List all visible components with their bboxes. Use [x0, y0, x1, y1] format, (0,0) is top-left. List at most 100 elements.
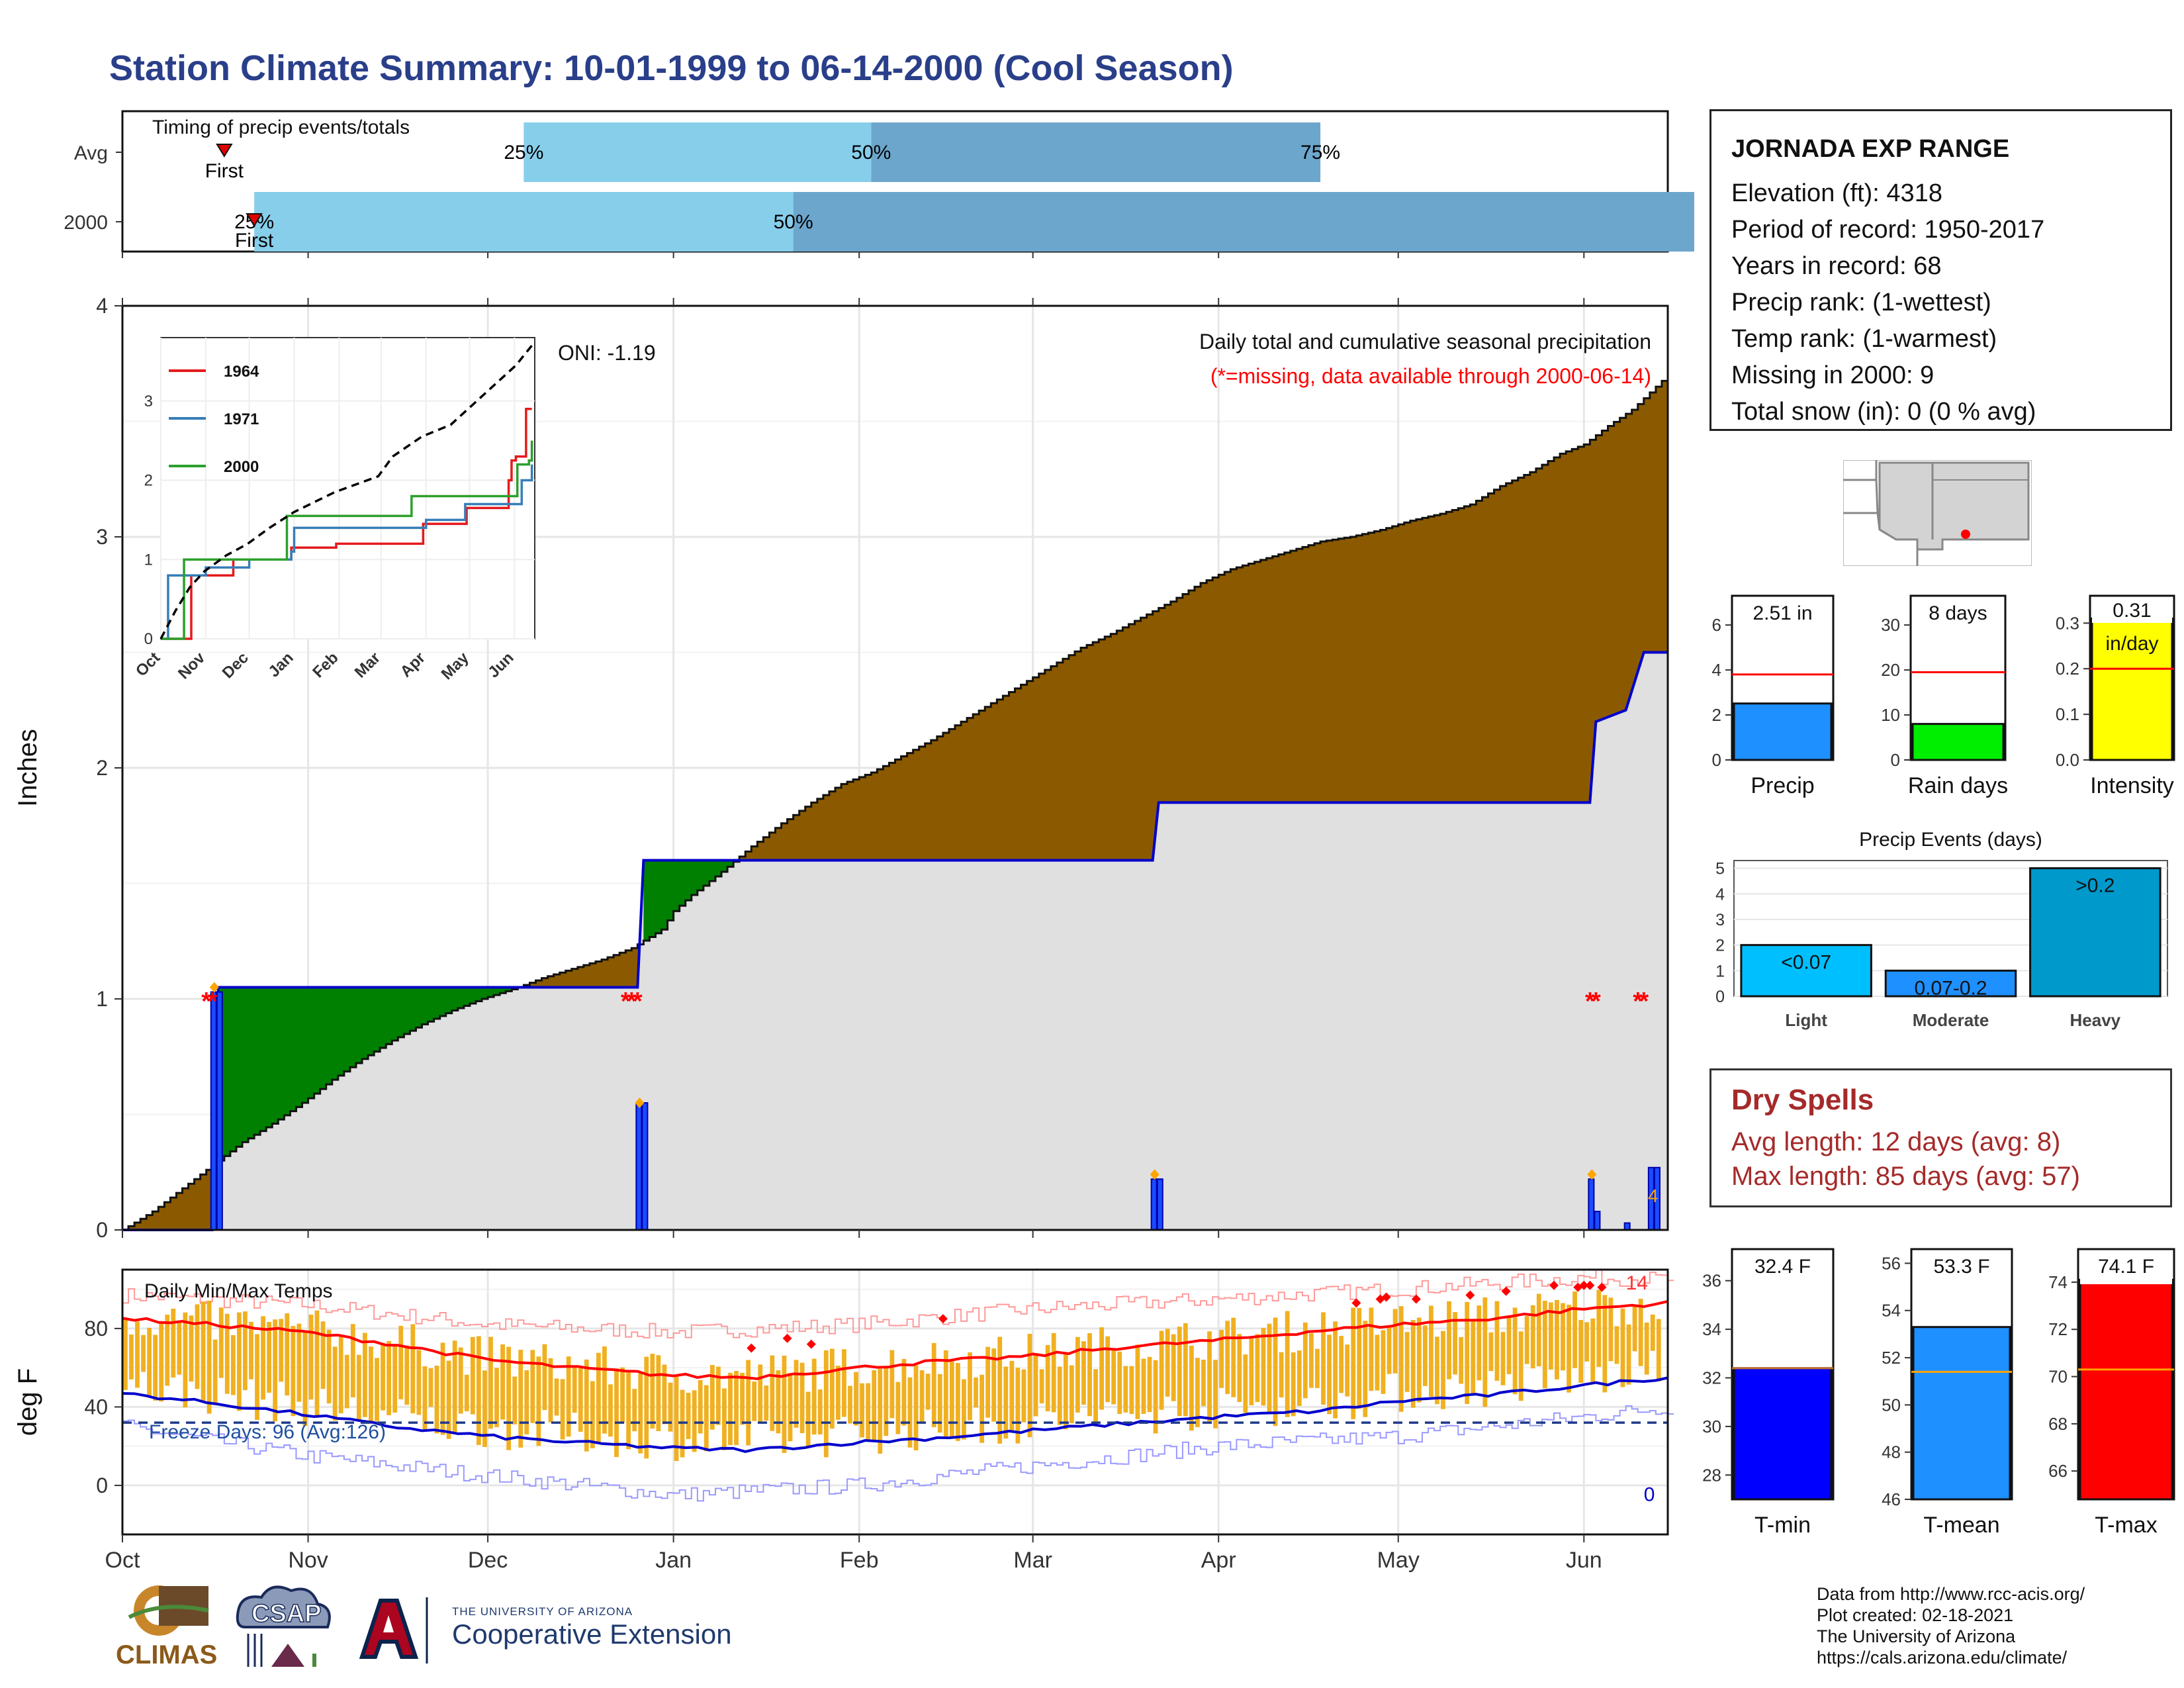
daily-temp-bar — [985, 1346, 991, 1418]
temp-chart: Freeze Days: 96 (Avg:126) 14 0 Daily Min/Ma… — [13, 1268, 1674, 1573]
events-bar — [1884, 969, 2017, 998]
logos: CLIMAS CSAP — [116, 1585, 428, 1669]
inset-x-tick-label: Apr — [397, 649, 429, 680]
intensity-gauge: 0.0 0.1 0.2 0.3 0.31 in/day Intensity — [2056, 594, 2175, 798]
daily-temp-bar — [1231, 1317, 1236, 1397]
precip-gauge-y-tick-label: 6 — [1712, 615, 1721, 635]
tmean-gauge-y-tick-label: 56 — [1882, 1253, 1901, 1273]
daily-temp-bar — [1285, 1311, 1290, 1417]
station-info-box: JORNADA EXP RANGE Elevation (ft): 4318 P… — [1709, 109, 2172, 431]
freeze-days-label: Freeze Days: 96 (Avg:126) — [149, 1421, 386, 1443]
tmax-gauge-label-bg — [2080, 1251, 2172, 1284]
tmin-gauge-y-tick-label: 32 — [1702, 1368, 1721, 1388]
raindays-gauge-label-bg — [1913, 598, 2003, 631]
raindays-gauge-y-tick-label: 0 — [1891, 750, 1900, 770]
record-high-marker — [1585, 1280, 1595, 1290]
daily-temp-bar — [129, 1335, 134, 1380]
daily-temp-bar — [1578, 1320, 1584, 1383]
tmin-gauge: 28 30 32 34 36 32.4 F T-min — [1702, 1248, 1835, 1538]
daily-temp-bar — [1255, 1334, 1260, 1402]
missing-marker: * — [201, 988, 211, 1015]
daily-precip-bar — [1156, 1178, 1163, 1231]
raindays-gauge-value-label: 8 days — [1929, 602, 1987, 624]
daily-temp-bar — [1602, 1295, 1608, 1393]
missing-marker: * — [621, 988, 631, 1015]
timing-marker — [246, 213, 263, 227]
daily-temp-bar — [249, 1321, 253, 1380]
avg-cumulative-line — [122, 375, 1669, 1231]
daily-temp-bar — [1482, 1297, 1488, 1407]
precip-chart-subtitle: (*=missing, data available through 2000-… — [1210, 364, 1651, 388]
event-diamond — [1587, 1169, 1597, 1180]
timing-q50-label: 50% — [774, 211, 813, 233]
events-bar-label: 0.07-0.2 — [1914, 977, 1987, 999]
precip-counter: 4 — [1648, 1186, 1659, 1206]
daily-temp-bar — [1099, 1327, 1105, 1410]
station-snow: Total snow (in): 0 (0 % avg) — [1731, 398, 2036, 426]
temp-x-tick-label: Mar — [1013, 1548, 1052, 1573]
ua-extension-text: THE UNIVERSITY OF ARIZONA Cooperative Ex… — [452, 1605, 732, 1650]
daily-temp-bar — [644, 1356, 649, 1459]
daily-temp-bar — [866, 1383, 871, 1442]
daily-temp-bar — [734, 1371, 739, 1445]
daily-temp-bar — [1195, 1358, 1200, 1427]
daily-temp-bar — [1375, 1335, 1380, 1391]
daily-temp-bar — [1027, 1333, 1032, 1438]
tmin-gauge-value-bar — [1733, 1367, 1833, 1501]
timing-marker — [216, 144, 233, 158]
record-high-marker — [747, 1343, 756, 1353]
credit-data-source[interactable]: Data from http://www.rcc-acis.org/ — [1817, 1584, 2085, 1604]
inset-x-tick-label: Nov — [175, 649, 209, 683]
daily-temp-bar — [267, 1321, 271, 1393]
daily-temp-bar — [1171, 1334, 1176, 1401]
raindays-gauge: 0 10 20 30 8 days Rain days — [1881, 594, 2008, 798]
inset-legend-label: 1971 — [224, 410, 259, 428]
daily-temp-bar — [404, 1345, 410, 1405]
inset-series-line — [161, 464, 533, 640]
daily-temp-bar — [1632, 1305, 1637, 1352]
daily-temp-bar — [1536, 1293, 1541, 1367]
daily-temp-bar — [488, 1336, 493, 1429]
ua-logo — [359, 1597, 428, 1664]
daily-temp-bar — [1572, 1291, 1577, 1368]
daily-temp-bar — [494, 1368, 499, 1427]
daily-temp-bar — [584, 1359, 589, 1452]
timing-bar-q50-q75 — [793, 192, 1694, 252]
tmean-gauge-y-tick-label: 54 — [1882, 1301, 1901, 1321]
tmax-gauge-y-tick-label: 68 — [2048, 1414, 2068, 1434]
daily-temp-bar — [1518, 1331, 1524, 1401]
precip-gauge: 0 2 4 6 2.51 in Precip — [1712, 594, 1835, 798]
daily-temp-bar — [656, 1355, 661, 1431]
inset-y-tick-label: 3 — [144, 393, 153, 410]
station-precip-rank: Precip rank: (1-wettest) — [1731, 289, 1991, 316]
temp-x-tick-label: Oct — [105, 1548, 140, 1573]
daily-temp-bar — [1506, 1317, 1512, 1374]
daily-temp-bar — [1033, 1353, 1038, 1417]
daily-temp-bar — [602, 1346, 607, 1434]
precip-y-tick-label: 3 — [96, 525, 108, 549]
daily-temp-bar — [440, 1342, 445, 1435]
station-location-marker — [1961, 530, 1970, 539]
daily-temp-bar — [1093, 1369, 1098, 1425]
daily-temp-bar — [165, 1314, 170, 1386]
daily-temp-bar — [889, 1350, 895, 1419]
tmean-gauge-value-label: 53.3 F — [1933, 1256, 1989, 1278]
daily-temp-bar — [686, 1392, 691, 1440]
tmax-gauge-y-tick-label: 70 — [2048, 1367, 2068, 1387]
daily-temp-bar — [1477, 1305, 1482, 1381]
daily-temp-bar — [344, 1354, 349, 1409]
daily-temp-bar — [1087, 1333, 1092, 1417]
daily-temp-bar — [1057, 1366, 1062, 1425]
daily-temp-bar — [512, 1376, 518, 1425]
intensity-gauge-value-label: 0.31 — [2113, 600, 2151, 622]
temp-y-tick-label: 0 — [96, 1474, 108, 1497]
timing-chart: Timing of precip events/totals Avg 25% 50% 7… — [64, 110, 1694, 258]
daily-temp-bar — [392, 1344, 398, 1413]
daily-temp-bar — [854, 1372, 858, 1426]
credit-url[interactable]: https://cals.arizona.edu/climate/ — [1817, 1648, 2068, 1667]
tmin-gauge-x-label: T-min — [1754, 1513, 1811, 1538]
precip-y-tick-label: 4 — [96, 294, 108, 318]
record-high-marker — [1501, 1286, 1511, 1296]
temp-x-tick-label: Jan — [655, 1548, 692, 1573]
